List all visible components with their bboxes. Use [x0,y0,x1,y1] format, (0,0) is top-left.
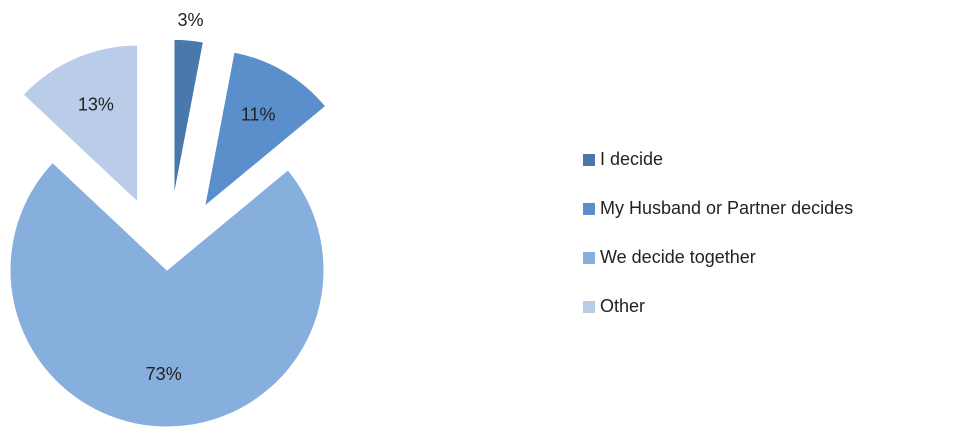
pie-slice [9,161,325,428]
data-label: 73% [146,364,182,384]
legend-swatch [583,154,595,166]
legend-swatch [583,203,595,215]
legend-swatch [583,252,595,264]
legend-label: We decide together [600,247,756,267]
legend-label: My Husband or Partner decides [600,198,853,218]
pie-slice [22,44,139,204]
legend-label: I decide [600,149,663,169]
data-label: 11% [241,105,276,125]
data-label: 3% [178,10,204,30]
legend-swatch [583,301,595,313]
data-label: 13% [78,94,114,114]
pie-slice [173,38,204,197]
legend-label: Other [600,296,645,316]
pie-slice [203,51,327,208]
